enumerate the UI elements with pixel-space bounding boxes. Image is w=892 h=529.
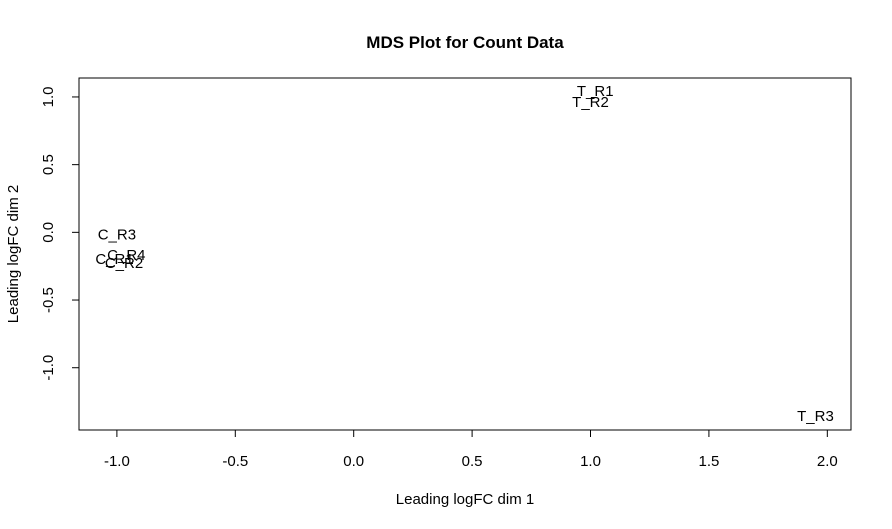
chart-title: MDS Plot for Count Data — [366, 33, 564, 52]
point-label-c-r3: C_R3 — [98, 227, 136, 244]
y-axis-label: Leading logFC dim 2 — [5, 185, 22, 323]
y-tick-label: 0.5 — [40, 154, 57, 175]
y-tick-label: 0.0 — [40, 222, 57, 243]
y-tick-label: 1.0 — [40, 87, 57, 108]
point-label-t-r3: T_R3 — [797, 408, 834, 425]
point-label-c-r2: C_R2 — [105, 255, 143, 272]
x-axis-label: Leading logFC dim 1 — [396, 491, 534, 508]
x-tick-label: 0.0 — [343, 453, 364, 470]
point-labels: T_R1T_R2 C_R3 C_R4C_R1C_R2 T_R3 — [95, 83, 833, 425]
x-tick-label: 2.0 — [817, 453, 838, 470]
x-tick-label: -0.5 — [222, 453, 248, 470]
point-label-c-r1: C_R1 — [95, 251, 133, 268]
y-tick-label: -1.0 — [40, 355, 57, 381]
point-label-t-r2: T_R2 — [572, 94, 609, 111]
x-tick-label: 0.5 — [462, 453, 483, 470]
x-tick-label: 1.0 — [580, 453, 601, 470]
point-label-c-r4: C_R4 — [107, 247, 145, 264]
point-label-t-r1: T_R1 — [577, 83, 614, 100]
y-axis: -1.0 -0.5 0.0 0.5 1.0 — [40, 87, 80, 381]
x-axis: -1.0 -0.5 0.0 0.5 1.0 1.5 2.0 — [104, 429, 838, 470]
y-tick-label: -0.5 — [40, 287, 57, 313]
x-tick-label: 1.5 — [698, 453, 719, 470]
x-tick-label: -1.0 — [104, 453, 130, 470]
plot-frame — [78, 77, 852, 431]
